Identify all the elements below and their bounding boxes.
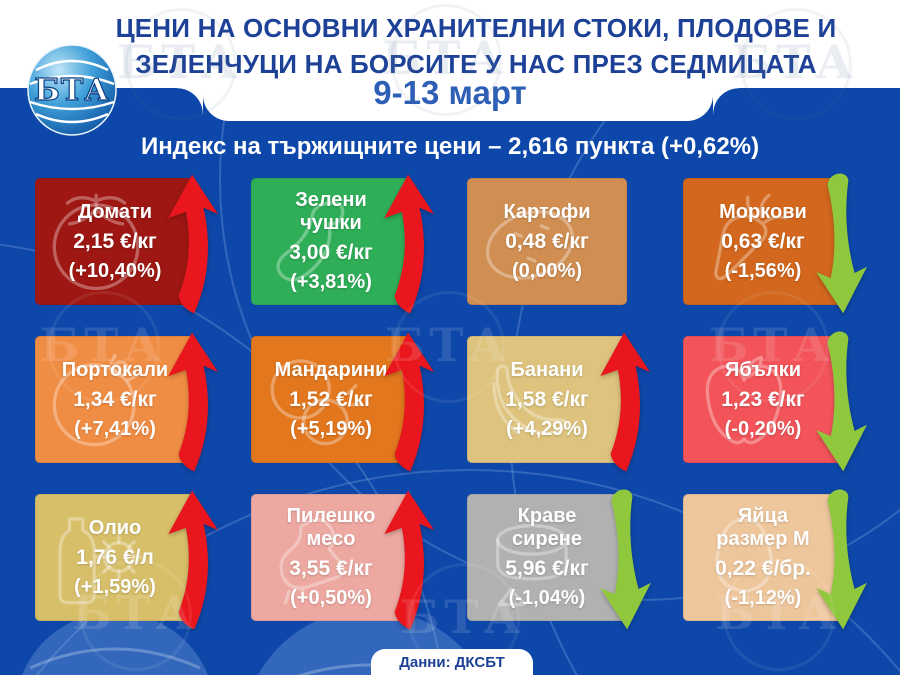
tab-fillet-right	[713, 88, 739, 114]
product-price: 0,63 €/кг	[721, 229, 805, 253]
source-label: Данни: ДКСБТ	[399, 653, 505, 671]
product-card: Моркови 0,63 €/кг (-1,56%)	[683, 173, 867, 314]
index-line: Индекс на тържищните цени – 2,616 пункта…	[140, 133, 760, 160]
mandarin-icon	[270, 359, 364, 446]
product-name: Мандарини	[274, 358, 388, 381]
product-card: Краве сирене 5,96 €/кг (-1,04%)	[467, 489, 651, 630]
apple-icon	[705, 355, 783, 445]
page-title: ЦЕНИ НА ОСНОВНИ ХРАНИТЕЛНИ СТОКИ, ПЛОДОВ…	[0, 10, 900, 82]
up-arrow-icon	[168, 490, 218, 630]
product-name: Домати	[77, 200, 153, 223]
down-arrow-icon	[816, 489, 867, 630]
up-arrow-icon	[168, 174, 218, 314]
tomato-icon	[52, 193, 140, 291]
product-name: Пилешко месо	[286, 505, 376, 550]
product-price: 0,48 €/кг	[505, 229, 589, 253]
product-price: 1,76 €/л	[76, 545, 154, 569]
chicken-icon	[279, 518, 346, 605]
product-change: (+1,59%)	[74, 575, 156, 598]
up-arrow-icon	[384, 332, 434, 472]
tab-fillet-left	[177, 88, 203, 114]
product-name: Картофи	[503, 200, 591, 223]
banana-icon	[492, 364, 568, 435]
potato-icon	[485, 210, 575, 280]
product-card: Ябълки 1,23 €/кг (-0,20%)	[683, 331, 867, 472]
oil-bottle-icon	[58, 517, 143, 605]
title-line-1: ЦЕНИ НА ОСНОВНИ ХРАНИТЕЛНИ СТОКИ, ПЛОДОВ…	[115, 13, 837, 43]
down-arrow-icon	[816, 173, 867, 314]
product-name: Портокали	[61, 358, 169, 381]
product-name: Моркови	[719, 200, 807, 223]
product-change: (+7,41%)	[74, 417, 156, 440]
product-price: 1,52 €/кг	[289, 387, 373, 411]
logo-text: БТА	[34, 73, 109, 108]
product-price: 1,58 €/кг	[505, 387, 589, 411]
down-arrow-icon	[816, 331, 867, 472]
product-price: 1,34 €/кг	[73, 387, 157, 411]
product-change: (0,00%)	[511, 259, 583, 282]
product-change: (-1,56%)	[724, 259, 802, 282]
product-change: (-0,20%)	[724, 417, 802, 440]
up-arrow-icon	[384, 174, 434, 314]
price-grid: Домати 2,15 €/кг (+10,40%) Зелени чушки …	[35, 173, 867, 630]
product-name: Зелени чушки	[295, 189, 367, 234]
product-card: Картофи 0,48 €/кг (0,00%)	[467, 178, 627, 305]
product-card: Мандарини 1,52 €/кг (+5,19%)	[251, 332, 434, 472]
product-price: 3,00 €/кг	[289, 241, 373, 264]
source-badge: Данни: ДКСБТ	[371, 649, 533, 675]
product-card: Олио 1,76 €/л (+1,59%)	[35, 490, 218, 630]
product-card: Портокали 1,34 €/кг (+7,41%)	[35, 332, 218, 472]
globe-icon: БТА	[27, 44, 117, 136]
title-line-2: ЗЕЛЕНЧУЦИ НА БОРСИТЕ У НАС ПРЕЗ СЕДМИЦАТ…	[135, 49, 817, 79]
product-card: Зелени чушки 3,00 €/кг (+3,81%)	[251, 174, 434, 314]
up-arrow-icon	[384, 490, 434, 630]
product-price: 3,55 €/кг	[289, 557, 373, 580]
orange-icon	[52, 353, 138, 447]
egg-icon	[715, 517, 773, 593]
product-change: (+5,19%)	[290, 417, 372, 440]
pepper-icon	[276, 201, 345, 282]
up-arrow-icon	[600, 332, 650, 472]
date-tab	[203, 0, 713, 121]
product-change: (+0,50%)	[290, 587, 372, 609]
cheese-icon	[496, 523, 568, 607]
globe-decoration	[22, 609, 482, 675]
product-card: Банани 1,58 €/кг (+4,29%)	[467, 332, 650, 472]
down-arrow-icon	[600, 489, 651, 630]
product-price: 2,15 €/кг	[73, 229, 157, 253]
product-card: Домати 2,15 €/кг (+10,40%)	[35, 174, 218, 314]
bta-logo: БТА	[26, 44, 118, 136]
product-name: Яйца размер М	[716, 505, 810, 550]
product-name: Олио	[88, 516, 142, 539]
product-name: Краве сирене	[512, 505, 582, 550]
product-change: (-1,04%)	[508, 587, 586, 609]
date-range-label: 9-13 март	[373, 74, 527, 111]
carrot-icon	[713, 193, 788, 281]
product-change: (+4,29%)	[506, 417, 588, 440]
product-card: Яйца размер М 0,22 €/бр. (-1,12%)	[683, 489, 867, 630]
product-price: 1,23 €/кг	[721, 387, 805, 411]
product-name: Ябълки	[724, 358, 802, 381]
up-arrow-icon	[168, 332, 218, 472]
product-name: Банани	[510, 358, 584, 381]
product-card: Пилешко месо 3,55 €/кг (+0,50%)	[251, 490, 434, 630]
product-change: (-1,12%)	[724, 587, 802, 609]
product-price: 0,22 €/бр.	[715, 557, 811, 580]
product-change: (+3,81%)	[290, 271, 372, 293]
product-change: (+10,40%)	[68, 259, 162, 282]
product-price: 5,96 €/кг	[505, 557, 589, 580]
